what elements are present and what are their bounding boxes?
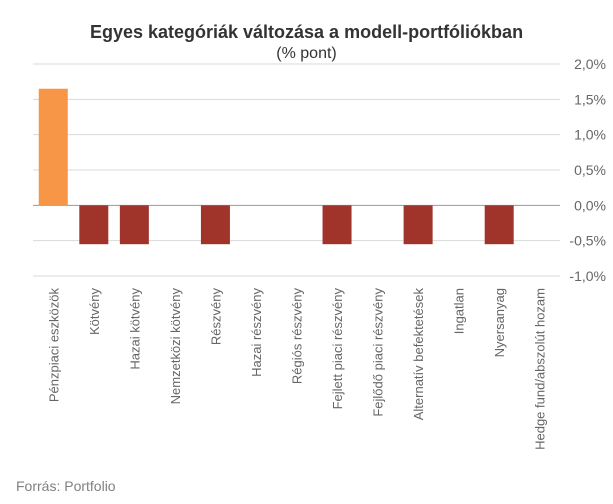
bar [119,205,149,245]
x-tick-label: Régiós részvény [290,288,305,385]
y-tick-label: 2,0% [574,56,606,72]
bar [484,205,514,245]
bar [403,205,433,245]
x-tick-label: Nyersanyag [492,288,507,357]
bar [322,205,352,245]
x-tick-label: Fejlődő piaci részvény [371,288,386,417]
chart-subtitle: (% pont) [276,45,337,62]
y-tick-label: 1,0% [574,127,606,143]
bar [200,205,230,245]
x-tick-label: Részvény [208,288,223,346]
x-tick-label: Ingatlan [452,288,467,334]
y-tick-label: -1,0% [569,268,606,284]
x-tick-label: Pénzpiaci eszközök [46,288,61,403]
x-tick-label: Kötvény [87,288,102,335]
source-note: Forrás: Portfolio [16,478,116,494]
x-tick-label: Nemzetközi kötvény [168,288,183,405]
y-tick-label: 0,5% [574,162,606,178]
y-tick-label: 0,0% [574,197,606,213]
x-tick-label: Fejlett piaci részvény [330,288,345,410]
chart-title: Egyes kategóriák változása a modell-port… [89,22,524,42]
y-tick-label: 1,5% [574,91,606,107]
bar [79,205,109,245]
x-tick-label: Hedge fund/abszolút hozam [533,288,548,450]
x-tick-label: Hazai részvény [249,288,264,377]
y-tick-label: -0,5% [569,233,606,249]
bar [38,88,68,206]
x-tick-label: Alternatív befektetések [411,288,426,421]
x-tick-label: Hazai kötvény [127,288,142,370]
